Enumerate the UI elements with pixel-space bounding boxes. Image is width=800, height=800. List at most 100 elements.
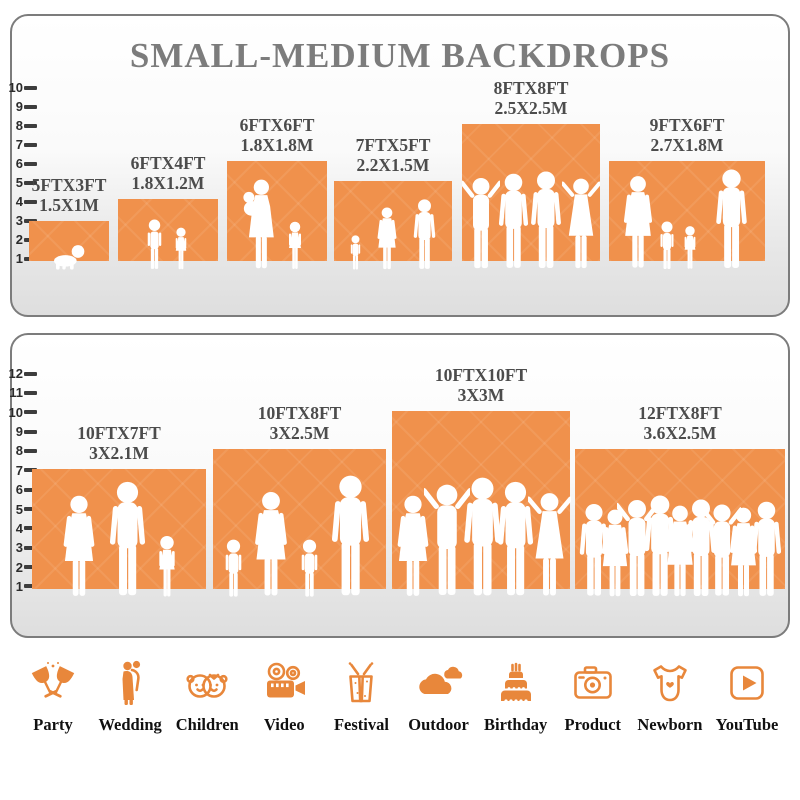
- ruler-tick: 8: [1, 118, 37, 133]
- category-party: Party: [18, 658, 88, 735]
- bar-label: 10FTX7FT 3X2.1M: [77, 423, 161, 464]
- people-silhouette: [350, 199, 436, 270]
- tick-dash-icon: [24, 448, 37, 453]
- ruler-tick: 4: [1, 521, 37, 536]
- bar-size-ft: 9FTX6FT: [649, 114, 725, 135]
- orange-backdrop: [32, 469, 206, 597]
- bar-label: 10FTX8FT 3X2.5M: [258, 403, 342, 444]
- ruler-tick: 6: [1, 156, 37, 171]
- category-newborn: Newborn: [635, 658, 705, 735]
- backdrop-bar-9x6: 9FTX6FT 2.7X1.8M: [609, 114, 765, 269]
- category-label: Festival: [333, 715, 389, 734]
- tick-dash-icon: [24, 199, 37, 204]
- tick-label: 9: [15, 424, 23, 440]
- ruler-panel1: 10 9 8 7 6 5 4 3 2 1: [1, 80, 37, 266]
- bar-size-ft: 5FTX3FT: [31, 174, 107, 195]
- tick-dash-icon: [24, 410, 37, 415]
- bar-size-ft: 10FTX8FT: [257, 402, 342, 423]
- orange-backdrop: [609, 161, 765, 269]
- bar-size-m: 3X3M: [457, 385, 505, 406]
- children-icon: [182, 658, 232, 708]
- orange-backdrop: [462, 124, 600, 269]
- bar-label: 12FTX8FT 3.6X2.5M: [638, 403, 722, 444]
- people-silhouette: [623, 169, 747, 269]
- ruler-tick: 5: [1, 175, 37, 190]
- category-festival: Festival: [326, 658, 396, 735]
- people-silhouette: [243, 179, 301, 269]
- category-wedding: Wedding: [95, 658, 165, 735]
- category-outdoor: Outdoor: [404, 658, 474, 735]
- category-video: Video: [249, 658, 319, 735]
- bar-size-ft: 6FTX6FT: [239, 114, 315, 135]
- tick-label: 8: [15, 118, 23, 133]
- category-label: Product: [564, 715, 622, 734]
- category-label: Children: [175, 715, 239, 734]
- category-label: Video: [264, 715, 305, 734]
- tick-dash-icon: [24, 565, 37, 570]
- category-product: Product: [558, 658, 628, 735]
- medium-backdrops-panel: 12 11 10 9 8 7 6 5 4 3 2 1 10FTX7FT 3X2.…: [9, 333, 790, 638]
- tick-dash-icon: [24, 123, 37, 128]
- tick-dash-icon: [24, 85, 37, 90]
- tick-label: 1: [15, 251, 23, 266]
- backdrop-bar-10x7: 10FTX7FT 3X2.1M: [32, 423, 206, 597]
- backdrop-bar-8x8: 8FTX8FT 2.5X2.5M: [462, 77, 600, 269]
- category-label: YouTube: [715, 715, 779, 734]
- category-youtube: YouTube: [712, 658, 782, 735]
- tick-label: 2: [15, 232, 23, 247]
- tick-label: 7: [15, 462, 23, 478]
- tick-label: 12: [8, 366, 23, 381]
- ruler-tick: 11: [1, 385, 37, 400]
- tick-dash-icon: [24, 429, 37, 434]
- bar-size-ft: 7FTX5FT: [355, 134, 431, 155]
- tick-dash-icon: [24, 180, 37, 185]
- bar-size-m: 2.5X2.5M: [494, 98, 568, 119]
- party-icon: [28, 658, 78, 708]
- product-icon: [568, 658, 618, 708]
- orange-backdrop: [213, 449, 386, 597]
- ruler-tick: 12: [1, 366, 37, 381]
- tick-label: 5: [15, 175, 23, 190]
- small-backdrops-panel: SMALL-MEDIUM BACKDROPS 10 9 8 7 6 5 4 3 …: [9, 14, 790, 317]
- people-silhouette: [462, 171, 600, 269]
- ruler-tick: 1: [1, 579, 37, 594]
- tick-dash-icon: [24, 487, 37, 492]
- ruler-tick: 4: [1, 194, 37, 209]
- backdrop-bar-5x3: 5FTX3FT 1.5X1M: [29, 175, 109, 270]
- backdrop-bar-10x10: 10FTX10FT 3X3M: [392, 364, 571, 596]
- tick-label: 6: [15, 482, 23, 498]
- backdrop-bar-7x5: 7FTX5FT 2.2X1.5M: [334, 134, 452, 270]
- people-silhouette: [147, 219, 187, 270]
- bar-size-ft: 6FTX4FT: [130, 152, 206, 173]
- outdoor-icon: [414, 658, 464, 708]
- tick-dash-icon: [24, 142, 37, 147]
- bar-size-m: 2.7X1.8M: [650, 135, 724, 156]
- bar-label: 5FTX3FT 1.5X1M: [32, 175, 107, 216]
- orange-backdrop: [227, 161, 327, 269]
- ruler-tick: 10: [1, 80, 37, 95]
- people-silhouette: [54, 245, 85, 270]
- category-label: Birthday: [484, 715, 548, 734]
- people-silhouette: [579, 495, 782, 597]
- people-silhouette: [63, 481, 175, 597]
- category-label: Party: [33, 715, 73, 734]
- bar-size-m: 1.8X1.2M: [131, 173, 205, 194]
- ruler-tick: 10: [1, 405, 37, 420]
- tick-label: 7: [15, 137, 23, 152]
- tick-dash-icon: [24, 218, 37, 223]
- tick-dash-icon: [24, 161, 37, 166]
- tick-dash-icon: [24, 390, 37, 395]
- bar-size-ft: 10FTX7FT: [77, 422, 161, 443]
- ruler-tick: 3: [1, 540, 37, 555]
- tick-dash-icon: [24, 104, 37, 109]
- bar-size-m: 2.2X1.5M: [356, 155, 430, 176]
- bar-size-m: 1.8X1.8M: [240, 135, 314, 156]
- tick-label: 3: [15, 540, 23, 556]
- tick-label: 1: [15, 578, 23, 594]
- bar-size-ft: 8FTX8FT: [493, 77, 569, 98]
- tick-label: 4: [15, 194, 23, 209]
- bar-size-ft: 10FTX10FT: [434, 364, 528, 385]
- orange-backdrop: [392, 411, 571, 596]
- tick-label: 6: [15, 156, 23, 171]
